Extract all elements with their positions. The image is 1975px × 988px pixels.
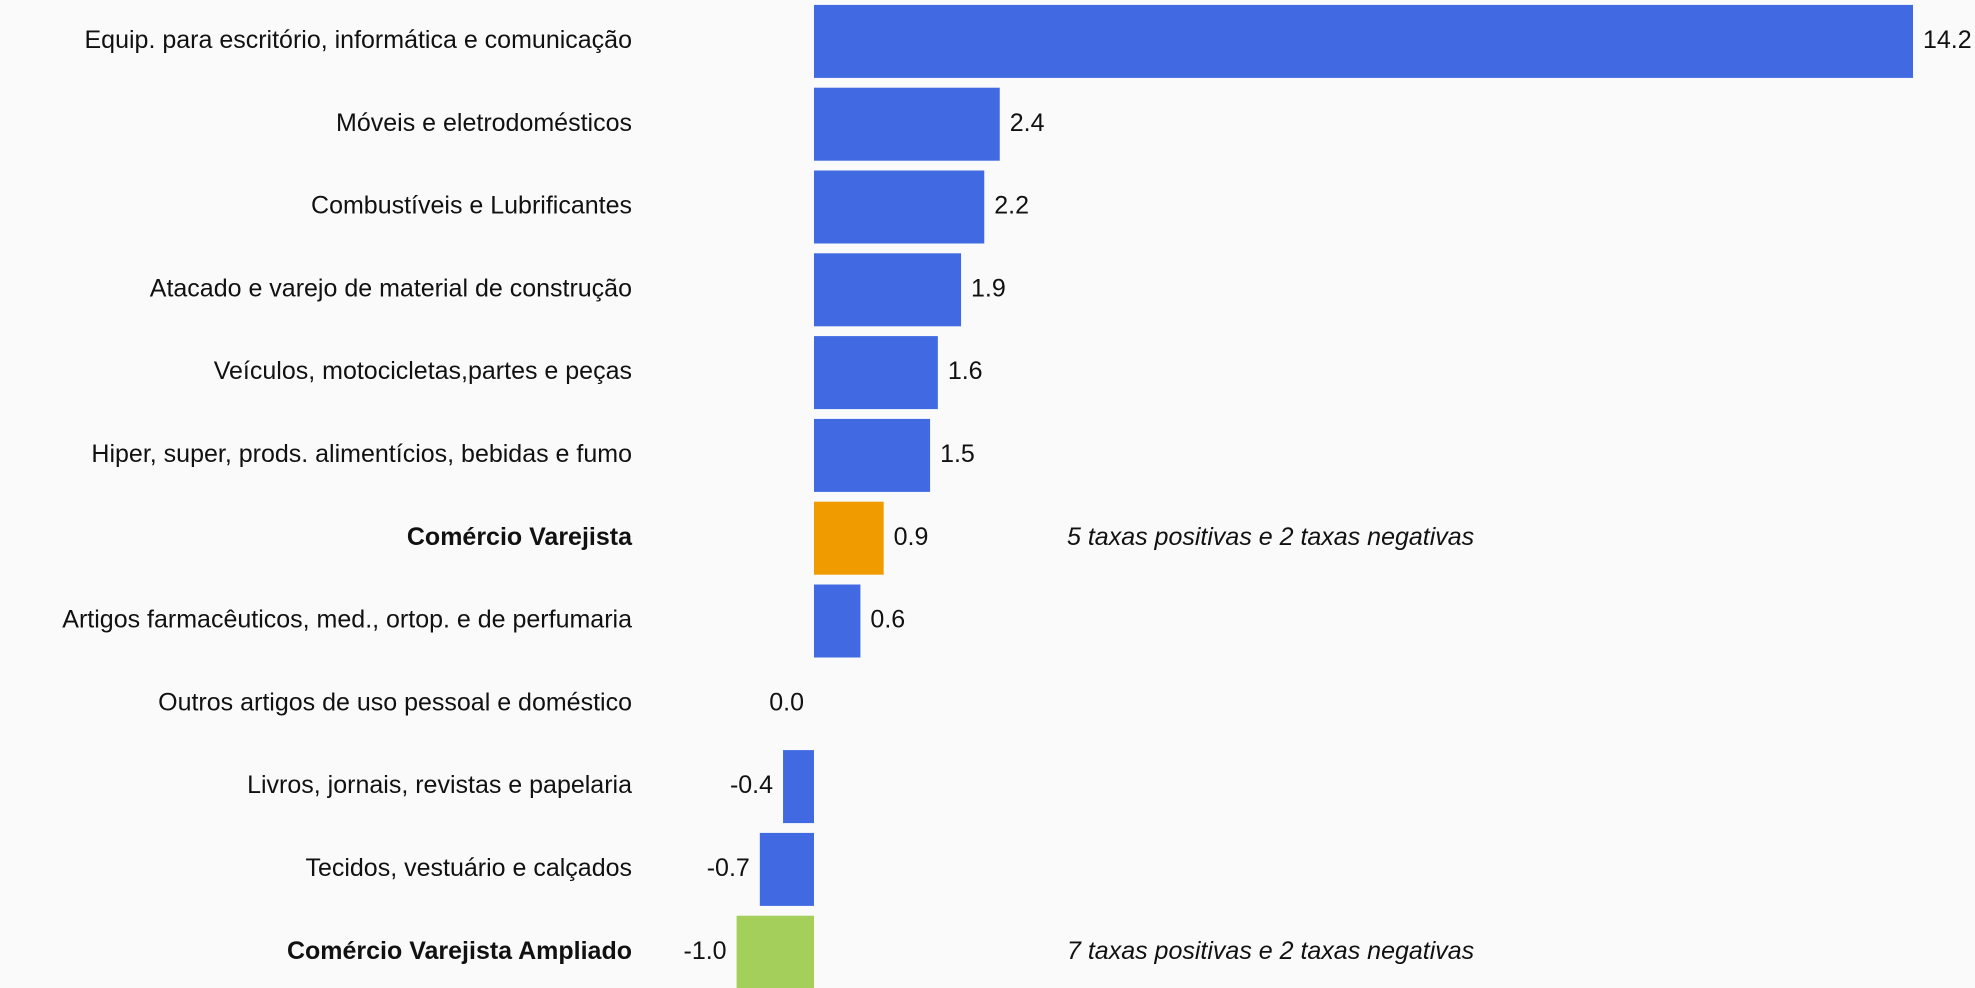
category-label: Tecidos, vestuário e calçados [305,854,632,882]
value-label: -0.7 [707,854,750,882]
annotation: 7 taxas positivas e 2 taxas negativas [1067,937,1474,965]
category-label: Veículos, motocicletas,partes e peças [214,357,632,385]
value-label: 14.2 [1923,26,1972,54]
bar [813,170,985,244]
category-label: Artigos farmacêuticos, med., ortop. e de… [62,606,632,634]
value-label: 2.4 [1010,109,1045,137]
bar [783,750,814,824]
bar [813,336,938,410]
value-label: 0.9 [894,523,929,551]
category-label: Atacado e varejo de material de construç… [150,274,632,302]
value-label: 0.0 [769,688,804,716]
category-label: Equip. para escritório, informática e co… [85,26,633,54]
bar [759,832,814,906]
category-label: Comércio Varejista [407,523,633,551]
bar [813,4,1913,78]
bar [813,418,931,492]
category-label: Livros, jornais, revistas e papelaria [247,771,632,799]
value-label: 1.9 [971,274,1006,302]
value-label: -1.0 [684,937,727,965]
bar [813,253,962,327]
category-label: Hiper, super, prods. alimentícios, bebid… [91,440,632,468]
value-label: 2.2 [994,192,1029,220]
value-label: 1.5 [940,440,975,468]
bar [813,87,1000,161]
bar [736,915,814,988]
category-label: Outros artigos de uso pessoal e doméstic… [158,688,632,716]
annotation: 5 taxas positivas e 2 taxas negativas [1067,523,1474,551]
value-label: 0.6 [870,606,905,634]
category-label: Comércio Varejista Ampliado [287,937,632,965]
value-label: -0.4 [730,771,773,799]
category-label: Móveis e eletrodomésticos [336,109,632,137]
category-label: Combustíveis e Lubrificantes [311,192,632,220]
bar [813,584,861,658]
bar [813,501,884,575]
value-label: 1.6 [948,357,983,385]
